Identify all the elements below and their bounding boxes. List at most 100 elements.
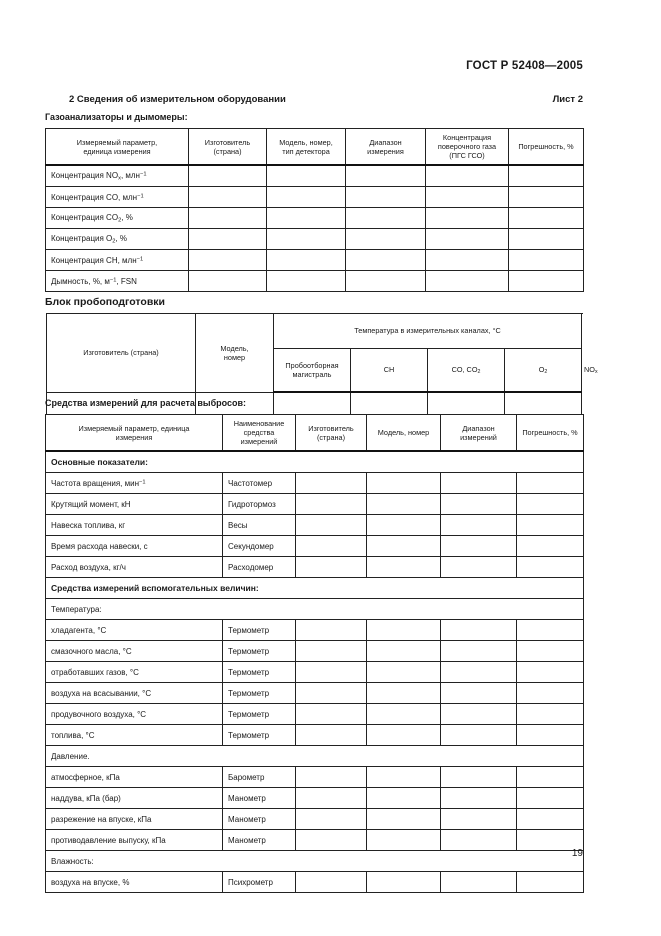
row-input-cell[interactable]: [516, 472, 584, 495]
row-input-cell[interactable]: [345, 186, 426, 209]
row-input-cell[interactable]: [440, 472, 517, 495]
row-input-cell[interactable]: [295, 535, 367, 558]
row-input-cell[interactable]: [508, 270, 584, 293]
row-input-cell[interactable]: [366, 640, 441, 663]
row-input-cell[interactable]: [516, 787, 584, 810]
row-input-cell[interactable]: [440, 640, 517, 663]
row-input-cell[interactable]: [188, 270, 267, 293]
row-input-cell[interactable]: [295, 787, 367, 810]
row-input-cell[interactable]: [366, 703, 441, 726]
row-input-cell[interactable]: [366, 829, 441, 852]
row-input-cell[interactable]: [345, 249, 426, 272]
row-input-cell[interactable]: [440, 808, 517, 831]
row-input-cell[interactable]: [508, 186, 584, 209]
row-input-cell[interactable]: [295, 703, 367, 726]
row-input-cell[interactable]: [516, 535, 584, 558]
row-input-cell[interactable]: [266, 249, 346, 272]
row-input-cell[interactable]: [366, 808, 441, 831]
row-input-cell[interactable]: [295, 493, 367, 516]
row-input-cell[interactable]: [516, 514, 584, 537]
row-input-cell[interactable]: [345, 207, 426, 230]
row-input-cell[interactable]: [440, 661, 517, 684]
row-input-cell[interactable]: [188, 228, 267, 251]
row-input-cell[interactable]: [366, 766, 441, 789]
row-input-cell[interactable]: [345, 164, 426, 188]
row-input-cell[interactable]: [366, 556, 441, 579]
row-input-cell[interactable]: [440, 556, 517, 579]
row-input-cell[interactable]: [295, 766, 367, 789]
row-input-cell[interactable]: [425, 270, 509, 293]
row-input-cell[interactable]: [440, 871, 517, 894]
row-input-cell[interactable]: [266, 270, 346, 293]
row-input-cell[interactable]: [295, 829, 367, 852]
row-input-cell[interactable]: [440, 535, 517, 558]
row-input-cell[interactable]: [425, 207, 509, 230]
row-input-cell[interactable]: [345, 270, 426, 293]
row-input-cell[interactable]: [366, 493, 441, 516]
row-input-cell[interactable]: [425, 249, 509, 272]
row-input-cell[interactable]: [46, 391, 196, 416]
row-input-cell[interactable]: [504, 391, 582, 416]
row-input-cell[interactable]: [366, 871, 441, 894]
row-input-cell[interactable]: [188, 186, 267, 209]
row-input-cell[interactable]: [188, 164, 267, 188]
row-input-cell[interactable]: [366, 472, 441, 495]
row-input-cell[interactable]: [440, 766, 517, 789]
row-input-cell[interactable]: [195, 391, 274, 416]
row-input-cell[interactable]: [350, 391, 428, 416]
row-input-cell[interactable]: [440, 703, 517, 726]
row-input-cell[interactable]: [366, 619, 441, 642]
row-input-cell[interactable]: [516, 493, 584, 516]
row-input-cell[interactable]: [295, 724, 367, 747]
row-input-cell[interactable]: [516, 661, 584, 684]
row-input-cell[interactable]: [425, 186, 509, 209]
row-input-cell[interactable]: [516, 682, 584, 705]
row-input-cell[interactable]: [516, 808, 584, 831]
row-input-cell[interactable]: [266, 228, 346, 251]
row-input-cell[interactable]: [425, 228, 509, 251]
row-input-cell[interactable]: [440, 514, 517, 537]
row-input-cell[interactable]: [295, 640, 367, 663]
row-input-cell[interactable]: [440, 787, 517, 810]
row-input-cell[interactable]: [508, 249, 584, 272]
row-input-cell[interactable]: [295, 661, 367, 684]
row-input-cell[interactable]: [345, 228, 426, 251]
row-input-cell[interactable]: [295, 472, 367, 495]
row-input-cell[interactable]: [440, 724, 517, 747]
row-input-cell[interactable]: [508, 228, 584, 251]
row-input-cell[interactable]: [295, 808, 367, 831]
row-input-cell[interactable]: [508, 164, 584, 188]
row-input-cell[interactable]: [366, 787, 441, 810]
row-input-cell[interactable]: [273, 391, 351, 416]
row-input-cell[interactable]: [516, 724, 584, 747]
row-input-cell[interactable]: [516, 703, 584, 726]
row-input-cell[interactable]: [295, 871, 367, 894]
row-input-cell[interactable]: [295, 556, 367, 579]
row-input-cell[interactable]: [366, 535, 441, 558]
row-input-cell[interactable]: [266, 186, 346, 209]
table-sample-prep-header-row-2: Пробоотборная магистраль CH CO, CO2 O2 NO…: [47, 348, 598, 393]
row-input-cell[interactable]: [295, 619, 367, 642]
row-input-cell[interactable]: [425, 164, 509, 188]
row-input-cell[interactable]: [516, 619, 584, 642]
row-input-cell[interactable]: [366, 682, 441, 705]
row-input-cell[interactable]: [508, 207, 584, 230]
row-input-cell[interactable]: [440, 829, 517, 852]
row-input-cell[interactable]: [427, 391, 505, 416]
row-input-cell[interactable]: [516, 766, 584, 789]
row-input-cell[interactable]: [440, 682, 517, 705]
row-input-cell[interactable]: [366, 661, 441, 684]
row-input-cell[interactable]: [516, 640, 584, 663]
row-input-cell[interactable]: [295, 514, 367, 537]
row-input-cell[interactable]: [440, 619, 517, 642]
row-input-cell[interactable]: [516, 556, 584, 579]
row-input-cell[interactable]: [188, 249, 267, 272]
row-input-cell[interactable]: [366, 514, 441, 537]
row-input-cell[interactable]: [366, 724, 441, 747]
row-input-cell[interactable]: [188, 207, 267, 230]
row-input-cell[interactable]: [440, 493, 517, 516]
row-input-cell[interactable]: [266, 207, 346, 230]
row-input-cell[interactable]: [266, 164, 346, 188]
row-input-cell[interactable]: [295, 682, 367, 705]
row-input-cell[interactable]: [516, 871, 584, 894]
